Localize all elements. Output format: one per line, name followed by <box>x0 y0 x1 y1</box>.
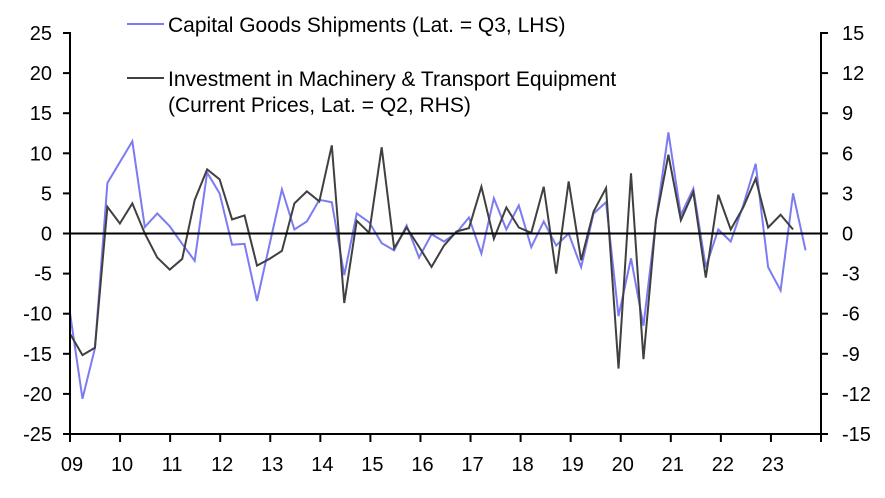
legend-label-investment-line1: Investment in Machinery & Transport Equi… <box>168 68 616 91</box>
right-tick-label: 9 <box>842 103 853 125</box>
points-investment <box>69 145 794 369</box>
series-layer <box>69 132 807 399</box>
legend-label-investment-line2: (Current Prices, Lat. = Q2, RHS) <box>168 94 471 117</box>
series-line-capital-goods <box>69 132 807 399</box>
x-tick-label: 23 <box>762 454 784 476</box>
right-tick-label: -9 <box>842 344 860 366</box>
x-tick-label: 13 <box>261 454 283 476</box>
left-tick-label: 5 <box>41 183 52 205</box>
x-tick-label: 18 <box>511 454 533 476</box>
x-tick-label: 10 <box>111 454 133 476</box>
left-tick-label: 15 <box>30 103 52 125</box>
right-tick-label: 12 <box>842 63 864 85</box>
right-tick-label: -6 <box>842 304 860 326</box>
left-tick-label: 20 <box>30 63 52 85</box>
x-tick-label: 22 <box>712 454 734 476</box>
right-tick-label: -3 <box>842 264 860 286</box>
legend: Capital Goods Shipments (Lat. = Q3, LHS)… <box>127 14 616 117</box>
left-tick-label: -20 <box>23 384 52 406</box>
right-tick-label: 0 <box>842 224 853 246</box>
left-tick-label: -15 <box>23 344 52 366</box>
left-tick-label: -10 <box>23 304 52 326</box>
left-tick-label: -25 <box>23 424 52 446</box>
right-tick-label: 6 <box>842 143 853 165</box>
right-tick-label: -15 <box>842 424 871 446</box>
x-tick-label: 17 <box>461 454 483 476</box>
x-tick-label: 14 <box>311 454 333 476</box>
legend-item-capital-goods: Capital Goods Shipments (Lat. = Q3, LHS) <box>127 14 565 37</box>
legend-label-capital-goods: Capital Goods Shipments (Lat. = Q3, LHS) <box>168 14 565 37</box>
left-tick-label: 25 <box>30 23 52 45</box>
x-tick-label: 15 <box>361 454 383 476</box>
left-tick-label: 10 <box>30 143 52 165</box>
x-tick-label: 21 <box>662 454 684 476</box>
x-ticks: 09 10 11 12 13 14 15 16 17 18 19 20 21 22 23 <box>61 434 822 476</box>
right-tick-label: -12 <box>842 384 871 406</box>
x-tick-label: 16 <box>411 454 433 476</box>
left-tick-label: -5 <box>34 264 52 286</box>
right-tick-label: 15 <box>842 23 864 45</box>
left-tick-label: 0 <box>41 224 52 246</box>
x-tick-label: 19 <box>562 454 584 476</box>
points-capital-goods <box>69 132 806 399</box>
x-tick-label: 12 <box>211 454 233 476</box>
left-y-ticks: 25 20 15 10 5 0 -5 -10 -15 -20 -25 <box>23 23 70 446</box>
right-tick-label: 3 <box>842 183 853 205</box>
series-line-investment <box>69 145 794 369</box>
x-tick-label: 09 <box>61 454 83 476</box>
legend-item-investment: Investment in Machinery & Transport Equi… <box>127 68 616 117</box>
x-tick-label: 20 <box>612 454 634 476</box>
right-y-ticks: 15 12 9 6 3 0 -3 -6 -9 -12 -15 <box>821 23 871 446</box>
x-tick-label: 11 <box>162 454 183 476</box>
